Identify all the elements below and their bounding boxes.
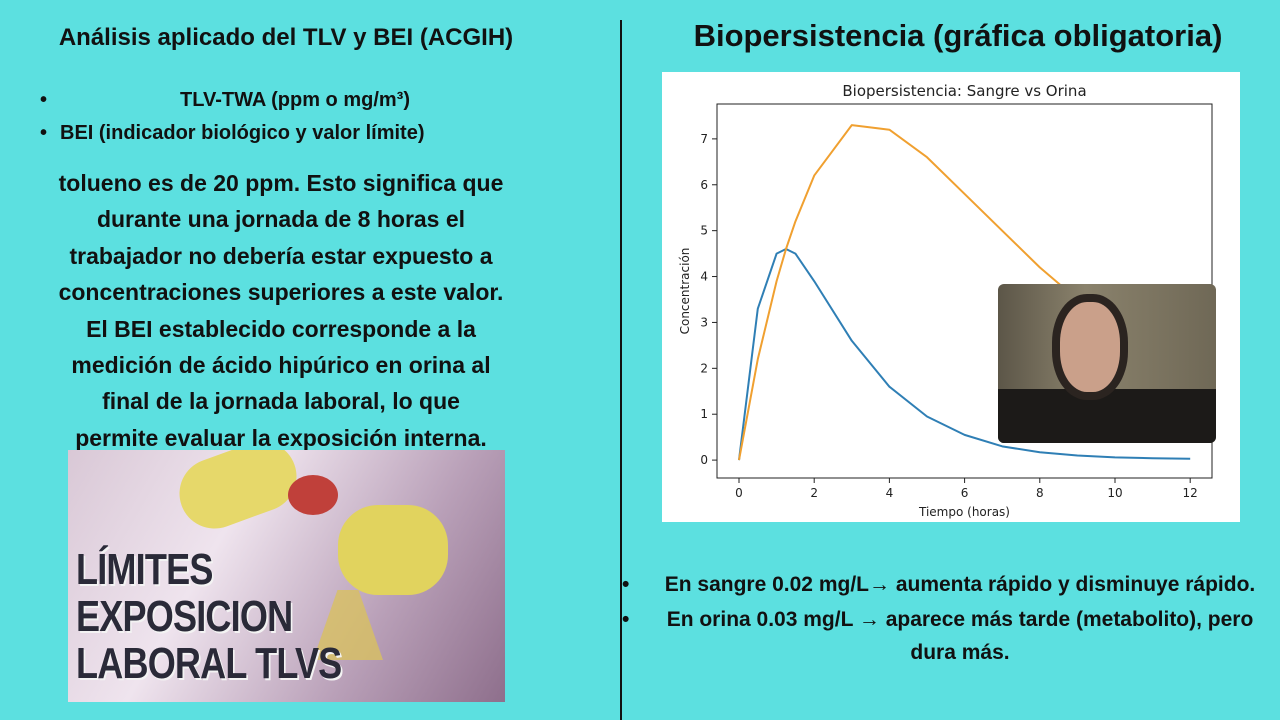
y-tick-label: 7 [700, 132, 708, 146]
line-series [738, 248, 1191, 461]
bullet: En orina 0.03 mg/L → aparece más tarde (… [620, 603, 1280, 669]
y-tick-label: 4 [700, 270, 708, 284]
x-tick-label: 10 [1107, 486, 1122, 500]
paragraph-line: final de la jornada laboral, lo que [102, 388, 460, 415]
x-tick-label: 8 [1036, 486, 1044, 500]
y-tick-label: 6 [700, 178, 708, 192]
paragraph: tolueno es de 20 ppm. Esto significa que… [0, 165, 562, 456]
paragraph-line: durante una jornada de 8 horas el [96, 206, 466, 233]
y-axis-label: Concentración [678, 248, 692, 335]
caption-line: EXPOSICION [76, 592, 293, 641]
x-tick-label: 4 [886, 486, 894, 500]
x-axis-label: Tiempo (horas) [918, 505, 1010, 519]
y-tick-label: 1 [700, 407, 708, 421]
chart-title: Biopersistencia: Sangre vs Orina [842, 82, 1086, 100]
webcam-face [1060, 302, 1120, 392]
flask [288, 475, 338, 515]
paragraph-line: permite evaluar la exposición interna. [75, 424, 487, 451]
x-tick-label: 2 [810, 486, 818, 500]
bullet: TLV-TWA (ppm o mg/m³) [40, 84, 530, 117]
left-bullets: TLV-TWA (ppm o mg/m³) BEI (indicador bio… [40, 84, 530, 150]
webcam-shoulders [998, 389, 1216, 443]
paragraph-line: El BEI establecido corresponde a la [86, 315, 476, 342]
image-caption: LÍMITES EXPOSICION LABORAL TLVS [76, 545, 342, 688]
x-tick-label: 6 [961, 486, 969, 500]
paragraph-line: tolueno es de 20 ppm. Esto significa que [58, 170, 504, 196]
glove [338, 505, 448, 595]
glove [169, 450, 307, 539]
x-tick-label: 12 [1183, 486, 1198, 500]
right-title: Biopersistencia (gráfica obligatoria) [693, 18, 1223, 53]
paragraph-line: trabajador no debería estar expuesto a [69, 242, 493, 269]
left-title: Análisis aplicado del TLV y BEI (ACGIH) [58, 24, 514, 51]
bullet: En sangre 0.02 mg/L→ aumenta rápido y di… [620, 568, 1280, 601]
y-tick-label: 5 [700, 224, 708, 238]
caption-line: LÍMITES [76, 545, 213, 594]
photo: LÍMITES EXPOSICION LABORAL TLVS [68, 450, 505, 702]
y-tick-label: 2 [700, 361, 708, 375]
y-tick-label: 3 [700, 315, 708, 329]
webcam [998, 284, 1216, 443]
caption-line: LABORAL TLVS [76, 639, 342, 688]
right-bullets: En sangre 0.02 mg/L→ aumenta rápido y di… [620, 568, 1280, 671]
paragraph-line: concentraciones superiores a este valor. [58, 279, 504, 306]
paragraph-line: medición de ácido hipúrico en orina al [71, 352, 491, 379]
divider [620, 20, 622, 720]
x-tick-label: 0 [735, 486, 743, 500]
y-tick-label: 0 [700, 453, 708, 467]
bullet: BEI (indicador biológico y valor límite) [40, 117, 530, 150]
